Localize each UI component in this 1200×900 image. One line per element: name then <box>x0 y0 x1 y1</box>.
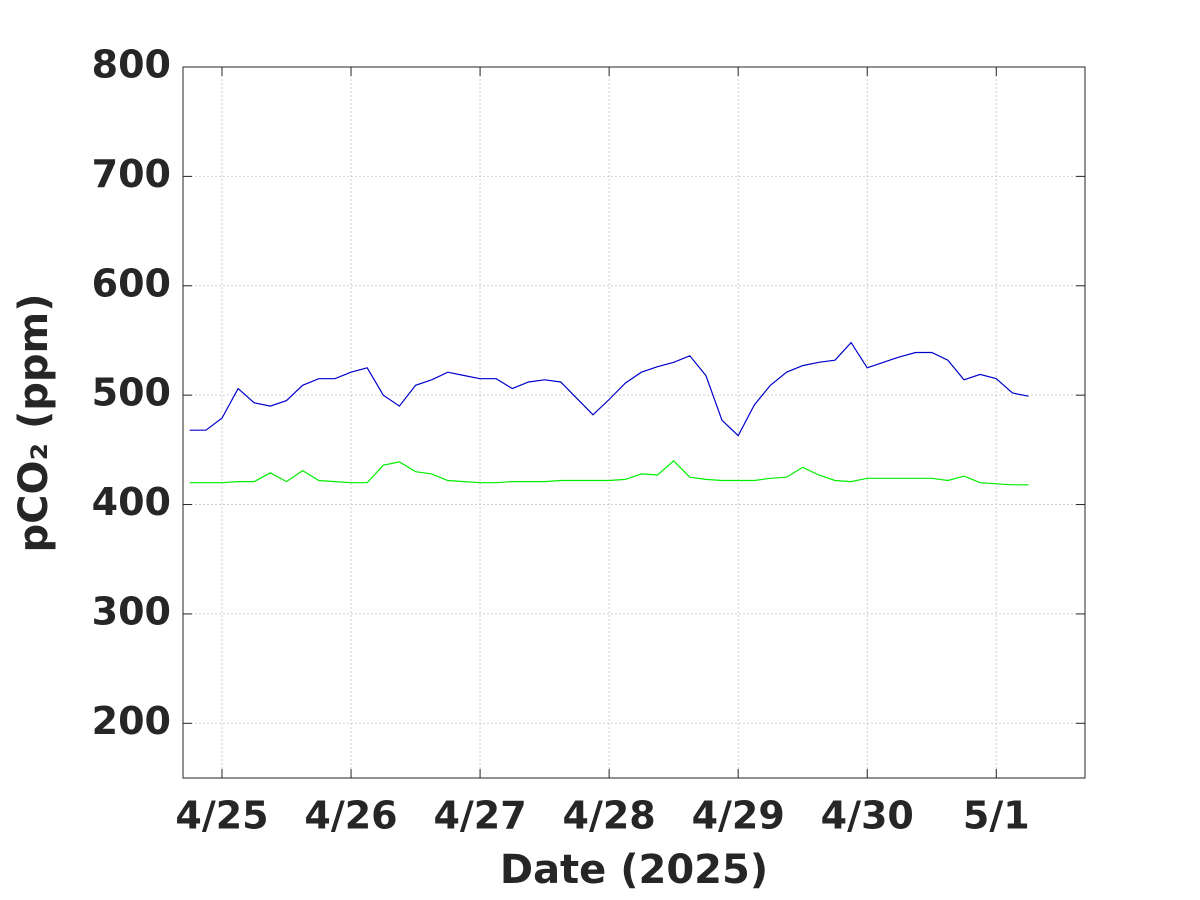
plot-frame <box>182 66 1086 779</box>
y-tick-label: 400 <box>92 480 171 524</box>
y-tick-label: 500 <box>92 371 171 415</box>
y-tick-label: 700 <box>92 152 171 196</box>
y-tick-label: 300 <box>92 589 171 633</box>
data-line <box>189 459 1029 486</box>
x-tick-label: 5/1 <box>963 794 1030 838</box>
x-tick-label: 4/30 <box>821 794 914 838</box>
x-tick-label: 4/26 <box>304 794 397 838</box>
x-tick-label: 4/27 <box>433 794 526 838</box>
x-tick-label: 4/29 <box>692 794 785 838</box>
x-tick-label: 4/28 <box>563 794 656 838</box>
y-tick-label: 200 <box>92 699 171 743</box>
x-axis-label: Date (2025) <box>500 847 768 893</box>
y-tick-label: 800 <box>92 43 171 87</box>
y-tick-label: 600 <box>92 261 171 305</box>
data-line <box>189 341 1029 437</box>
x-tick-label: 4/25 <box>175 794 268 838</box>
y-axis-label: pCO₂ (ppm) <box>11 294 57 553</box>
